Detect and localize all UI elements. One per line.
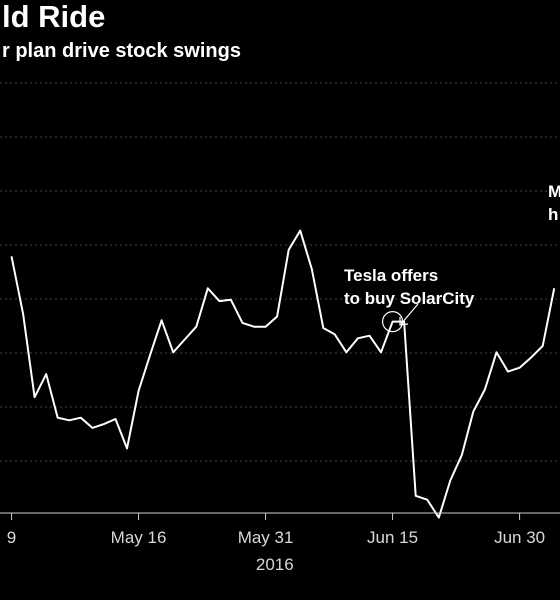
annotations: Tesla offers to buy SolarCity Mh (344, 182, 560, 333)
x-tick-label: Jun 15 (367, 528, 418, 547)
x-tick-label: May 16 (111, 528, 167, 547)
annotation-text: h (548, 205, 558, 224)
annotation-arrowhead (399, 317, 409, 326)
x-tick-label: Jun 30 (494, 528, 545, 547)
chart-title: ld Ride (2, 0, 106, 34)
series-layer (10, 229, 556, 519)
annotation-text: Tesla offers (344, 266, 438, 285)
series-line (10, 229, 556, 519)
gridlines (0, 82, 560, 462)
x-axis-year-label: 2016 (256, 555, 294, 574)
x-tick-label: 9 (7, 528, 16, 547)
annotation-arrow (400, 303, 419, 325)
annotation-text: to buy SolarCity (344, 289, 475, 308)
annotation-text: M (548, 182, 560, 201)
x-tick-label: May 31 (238, 528, 294, 547)
chart-subtitle: r plan drive stock swings (2, 40, 241, 62)
